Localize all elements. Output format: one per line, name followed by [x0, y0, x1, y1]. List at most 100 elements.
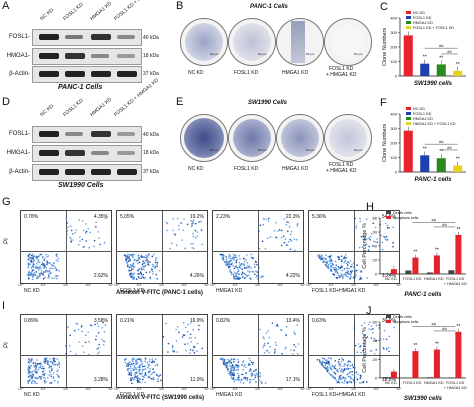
event-dot: [250, 361, 253, 364]
event-dot: [285, 326, 288, 328]
event-dot: [151, 359, 154, 362]
event-dot: [161, 231, 163, 233]
event-dot: [325, 261, 328, 264]
event-dot: [194, 222, 197, 225]
legend-label: HMGA1 KD: [413, 117, 433, 121]
event-dot: [337, 274, 340, 277]
event-dot: [38, 275, 40, 278]
event-dot: [334, 373, 337, 375]
scale-bar-label: 20 μm: [354, 52, 363, 56]
event-dot: [29, 359, 31, 361]
event-dot: [331, 364, 334, 367]
event-dot: [102, 340, 105, 342]
event-dot: [248, 370, 251, 372]
event-dot: [265, 218, 268, 221]
event-dot: [384, 238, 387, 240]
bar: [455, 234, 462, 274]
event-dot: [248, 274, 250, 277]
event-dot: [104, 324, 107, 326]
event-dot: [28, 253, 31, 256]
event-dot: [286, 221, 288, 223]
event-dot: [359, 382, 361, 384]
event-dot: [327, 267, 330, 270]
event-dot: [36, 263, 38, 265]
event-dot: [348, 262, 350, 264]
event-dot: [323, 259, 325, 262]
event-dot: [173, 350, 175, 353]
event-dot: [135, 360, 138, 363]
event-dot: [319, 255, 322, 258]
event-dot: [382, 346, 384, 349]
event-dot: [248, 357, 251, 360]
event-dot: [141, 370, 144, 372]
axis-tick-label: 10¹: [40, 387, 46, 391]
event-dot: [228, 261, 230, 264]
event-dot: [332, 376, 335, 378]
event-dot: [324, 263, 327, 266]
event-dot: [352, 262, 355, 264]
event-dot: [352, 378, 354, 381]
bar: [403, 130, 413, 172]
event-dot: [256, 374, 258, 376]
event-dot: [238, 266, 241, 268]
event-dot: [150, 373, 153, 376]
event-dot: [341, 265, 343, 268]
event-dot: [274, 350, 276, 353]
event-dot: [226, 365, 228, 367]
event-dot: [355, 227, 357, 229]
event-dot: [225, 262, 228, 264]
event-dot: [238, 377, 240, 379]
event-dot: [232, 273, 235, 276]
legend-label: Death cells: [393, 211, 412, 215]
event-dot: [149, 358, 151, 361]
quadrant-line: [21, 354, 111, 356]
y-axis-label: Cell Percentage %: [362, 327, 368, 373]
blot-strip: [32, 145, 142, 162]
event-dot: [127, 263, 129, 266]
event-dot: [349, 367, 352, 370]
quadrant-line: [213, 250, 303, 252]
legend-swatch: [386, 315, 391, 318]
bracket-label: ##: [447, 145, 452, 150]
event-dot: [32, 375, 35, 377]
event-dot: [357, 343, 360, 345]
event-dot: [338, 358, 341, 361]
event-dot: [337, 361, 340, 363]
kda-label: 40 kDa: [143, 132, 159, 138]
event-dot: [330, 254, 332, 257]
significance-mark: **: [456, 227, 460, 233]
flow-sample-name: FOSL1 KD+HMGA1 KD: [312, 392, 366, 398]
event-dot: [27, 365, 30, 367]
event-dot: [351, 373, 354, 376]
event-dot: [321, 258, 323, 260]
chart-title: PANC-1 cells: [405, 292, 443, 298]
event-dot: [338, 256, 340, 258]
event-dot: [327, 366, 329, 369]
event-dot: [178, 228, 180, 231]
axis-tick-label: 10⁴: [108, 283, 114, 287]
event-dot: [65, 352, 67, 355]
event-dot: [129, 273, 131, 275]
event-dot: [334, 260, 337, 263]
event-dot: [233, 374, 236, 377]
event-dot: [51, 361, 54, 364]
event-dot: [174, 234, 177, 236]
event-dot: [235, 275, 237, 277]
scatter-cloud: [316, 321, 396, 384]
event-dot: [141, 365, 144, 368]
event-dot: [36, 382, 38, 384]
axis-tick-label: 10⁴: [396, 283, 402, 287]
event-dot: [171, 345, 174, 347]
event-dot: [48, 374, 50, 376]
event-dot: [345, 368, 348, 370]
event-dot: [51, 367, 53, 370]
event-dot: [228, 372, 230, 375]
event-dot: [348, 372, 351, 375]
event-dot: [132, 360, 134, 363]
quadrant-percent: 0.82%: [216, 318, 231, 324]
event-dot: [151, 270, 154, 273]
event-dot: [229, 371, 232, 373]
event-dot: [353, 277, 355, 279]
event-dot: [27, 382, 29, 385]
panel-letter-a: A: [2, 0, 10, 12]
